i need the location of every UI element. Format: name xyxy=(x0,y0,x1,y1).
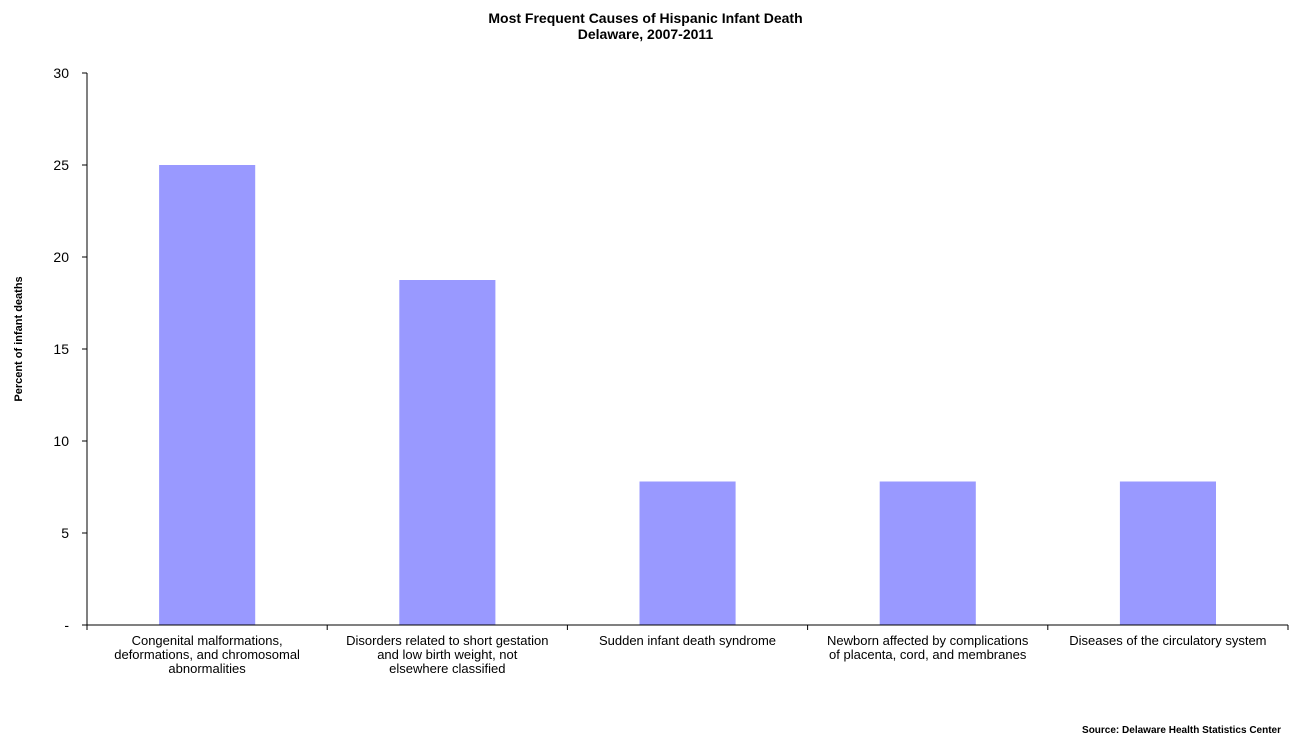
bar-5 xyxy=(1119,481,1216,625)
bar-3 xyxy=(639,481,736,625)
x-tick-label-4-line-2: of placenta, cord, and membranes xyxy=(829,647,1027,662)
plot-area: - 5 10 15 20 25 30 Congenital malformations, def… xyxy=(13,65,1289,676)
y-axis-title: Percent of infant deaths xyxy=(13,276,25,401)
x-tick-label-2-line-2: and low birth weight, not xyxy=(377,647,518,662)
x-tick-label-2-line-3: elsewhere classified xyxy=(389,661,505,676)
x-tick-label-2: Disorders related to short gestation and … xyxy=(346,633,548,676)
y-tick-label-25: 25 xyxy=(53,157,69,173)
chart-title-line-2: Delaware, 2007-2011 xyxy=(577,26,714,42)
x-tick-label-2-line-1: Disorders related to short gestation xyxy=(346,633,548,648)
x-tick-label-1-line-1: Congenital malformations, xyxy=(132,633,283,648)
y-tick-label-5: 5 xyxy=(61,525,69,541)
y-tick-label-10: 10 xyxy=(53,433,69,449)
x-tick-label-3: Sudden infant death syndrome xyxy=(599,633,776,648)
x-tick-label-4: Newborn affected by complications of plac… xyxy=(827,633,1029,662)
source-note: Source: Delaware Health Statistics Cente… xyxy=(1082,725,1281,736)
x-tick-label-5: Diseases of the circulatory system xyxy=(1069,633,1266,648)
chart-title: Most Frequent Causes of Hispanic Infant … xyxy=(0,10,1291,42)
x-tick-label-3-line-1: Sudden infant death syndrome xyxy=(599,633,776,648)
y-tick-label-30: 30 xyxy=(53,65,69,81)
x-tick-label-5-line-1: Diseases of the circulatory system xyxy=(1069,633,1266,648)
y-tick-label-20: 20 xyxy=(53,249,69,265)
bar-4 xyxy=(879,481,976,625)
y-tick-label-15: 15 xyxy=(53,341,69,357)
bar-1 xyxy=(159,165,256,625)
chart-title-line-1: Most Frequent Causes of Hispanic Infant … xyxy=(488,10,803,26)
x-tick-label-1-line-2: deformations, and chromosomal xyxy=(114,647,300,662)
y-tick-label-0: - xyxy=(64,617,69,633)
x-tick-label-1-line-3: abnormalities xyxy=(168,661,246,676)
x-tick-label-1: Congenital malformations, deformations, a… xyxy=(114,633,300,676)
bar-2 xyxy=(399,280,496,625)
x-tick-label-4-line-1: Newborn affected by complications xyxy=(827,633,1029,648)
